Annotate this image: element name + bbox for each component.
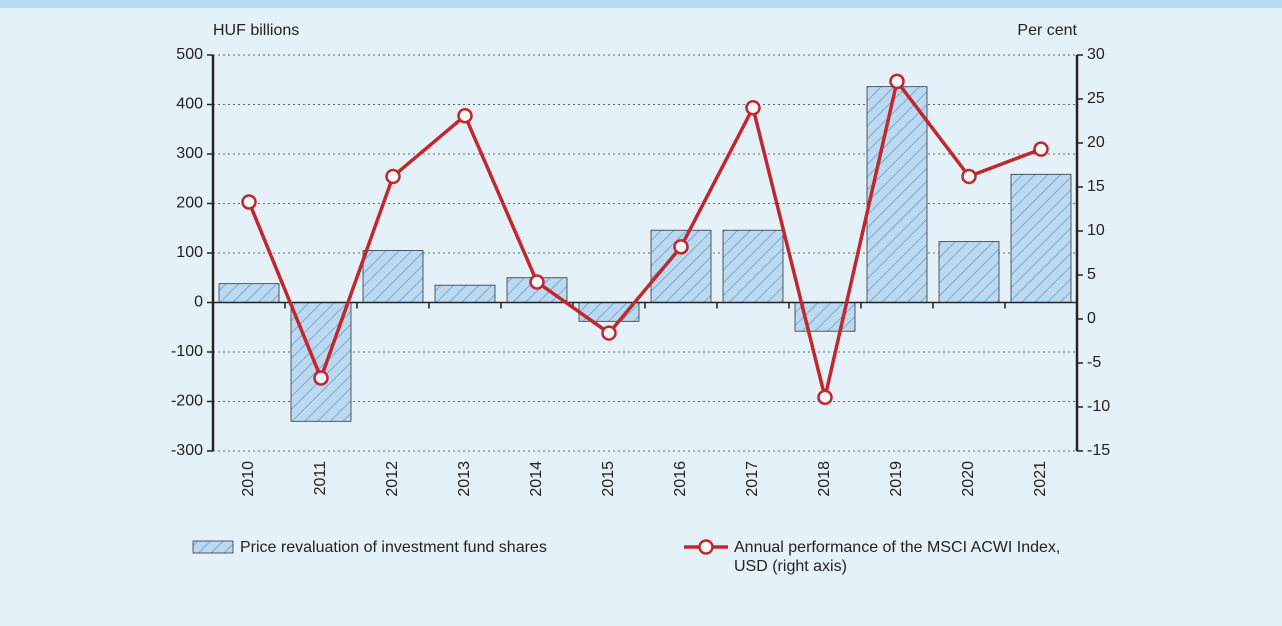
y2-tick-label: -10 <box>1087 398 1110 415</box>
line-marker <box>241 194 257 210</box>
y2-tick-label: -5 <box>1087 354 1101 371</box>
x-tick-label: 2010 <box>240 461 257 497</box>
y2-tick-label: 25 <box>1087 90 1105 107</box>
y-tick-label: 200 <box>176 195 203 212</box>
y2-tick-label: 0 <box>1087 310 1096 327</box>
x-tick-label: 2018 <box>816 461 833 497</box>
y2-tick-label: 20 <box>1087 134 1105 151</box>
bar <box>434 284 496 303</box>
x-tick-label: 2014 <box>528 461 545 497</box>
y-axis-label: HUF billions <box>213 22 299 39</box>
bar <box>1010 173 1072 303</box>
line-marker <box>601 325 617 341</box>
y-tick-label: 100 <box>176 244 203 261</box>
bar <box>362 250 424 303</box>
line-marker <box>889 73 905 90</box>
y-tick-label: -300 <box>171 442 203 459</box>
bar <box>866 86 928 303</box>
bar <box>722 229 784 303</box>
y2-tick-label: -15 <box>1087 442 1110 459</box>
x-tick-label: 2012 <box>384 461 401 497</box>
line-marker <box>961 168 977 185</box>
x-tick-label: 2013 <box>456 461 473 497</box>
line-marker <box>457 107 473 124</box>
y2-tick-label: 30 <box>1087 46 1105 63</box>
line-marker <box>1033 141 1049 157</box>
x-tick-label: 2020 <box>960 461 977 497</box>
bar <box>938 241 1000 303</box>
y-tick-label: 0 <box>194 294 203 311</box>
legend-swatch <box>192 540 234 554</box>
y2-tick-label: 10 <box>1087 222 1105 239</box>
y-tick-label: 500 <box>176 46 203 63</box>
line-marker <box>745 100 761 116</box>
top-band <box>0 0 1282 8</box>
line-marker <box>673 239 689 255</box>
y2-tick-label: 5 <box>1087 266 1096 283</box>
line <box>247 77 1042 398</box>
legend-label: Annual performance of the MSCI ACWI Inde… <box>734 539 1061 575</box>
x-tick-label: 2021 <box>1032 461 1049 497</box>
y-tick-label: -200 <box>171 393 203 410</box>
line-marker <box>313 370 329 386</box>
y-tick-label: -100 <box>171 343 203 360</box>
legend-marker <box>698 539 714 555</box>
line-marker <box>385 168 401 185</box>
line-marker <box>817 389 833 406</box>
x-tick-label: 2019 <box>888 461 905 497</box>
legend-label: Price revaluation of investment fund sha… <box>240 539 547 556</box>
bar <box>218 283 280 303</box>
y-tick-label: 300 <box>176 145 203 162</box>
x-tick-label: 2011 <box>312 461 329 496</box>
x-tick-label: 2015 <box>600 461 617 497</box>
y-tick-label: 400 <box>176 96 203 113</box>
y2-tick-label: 15 <box>1087 178 1105 195</box>
x-tick-label: 2017 <box>744 461 761 497</box>
y2-axis-label: Per cent <box>1017 22 1077 39</box>
x-tick-label: 2016 <box>672 461 689 497</box>
line-marker <box>529 274 545 290</box>
